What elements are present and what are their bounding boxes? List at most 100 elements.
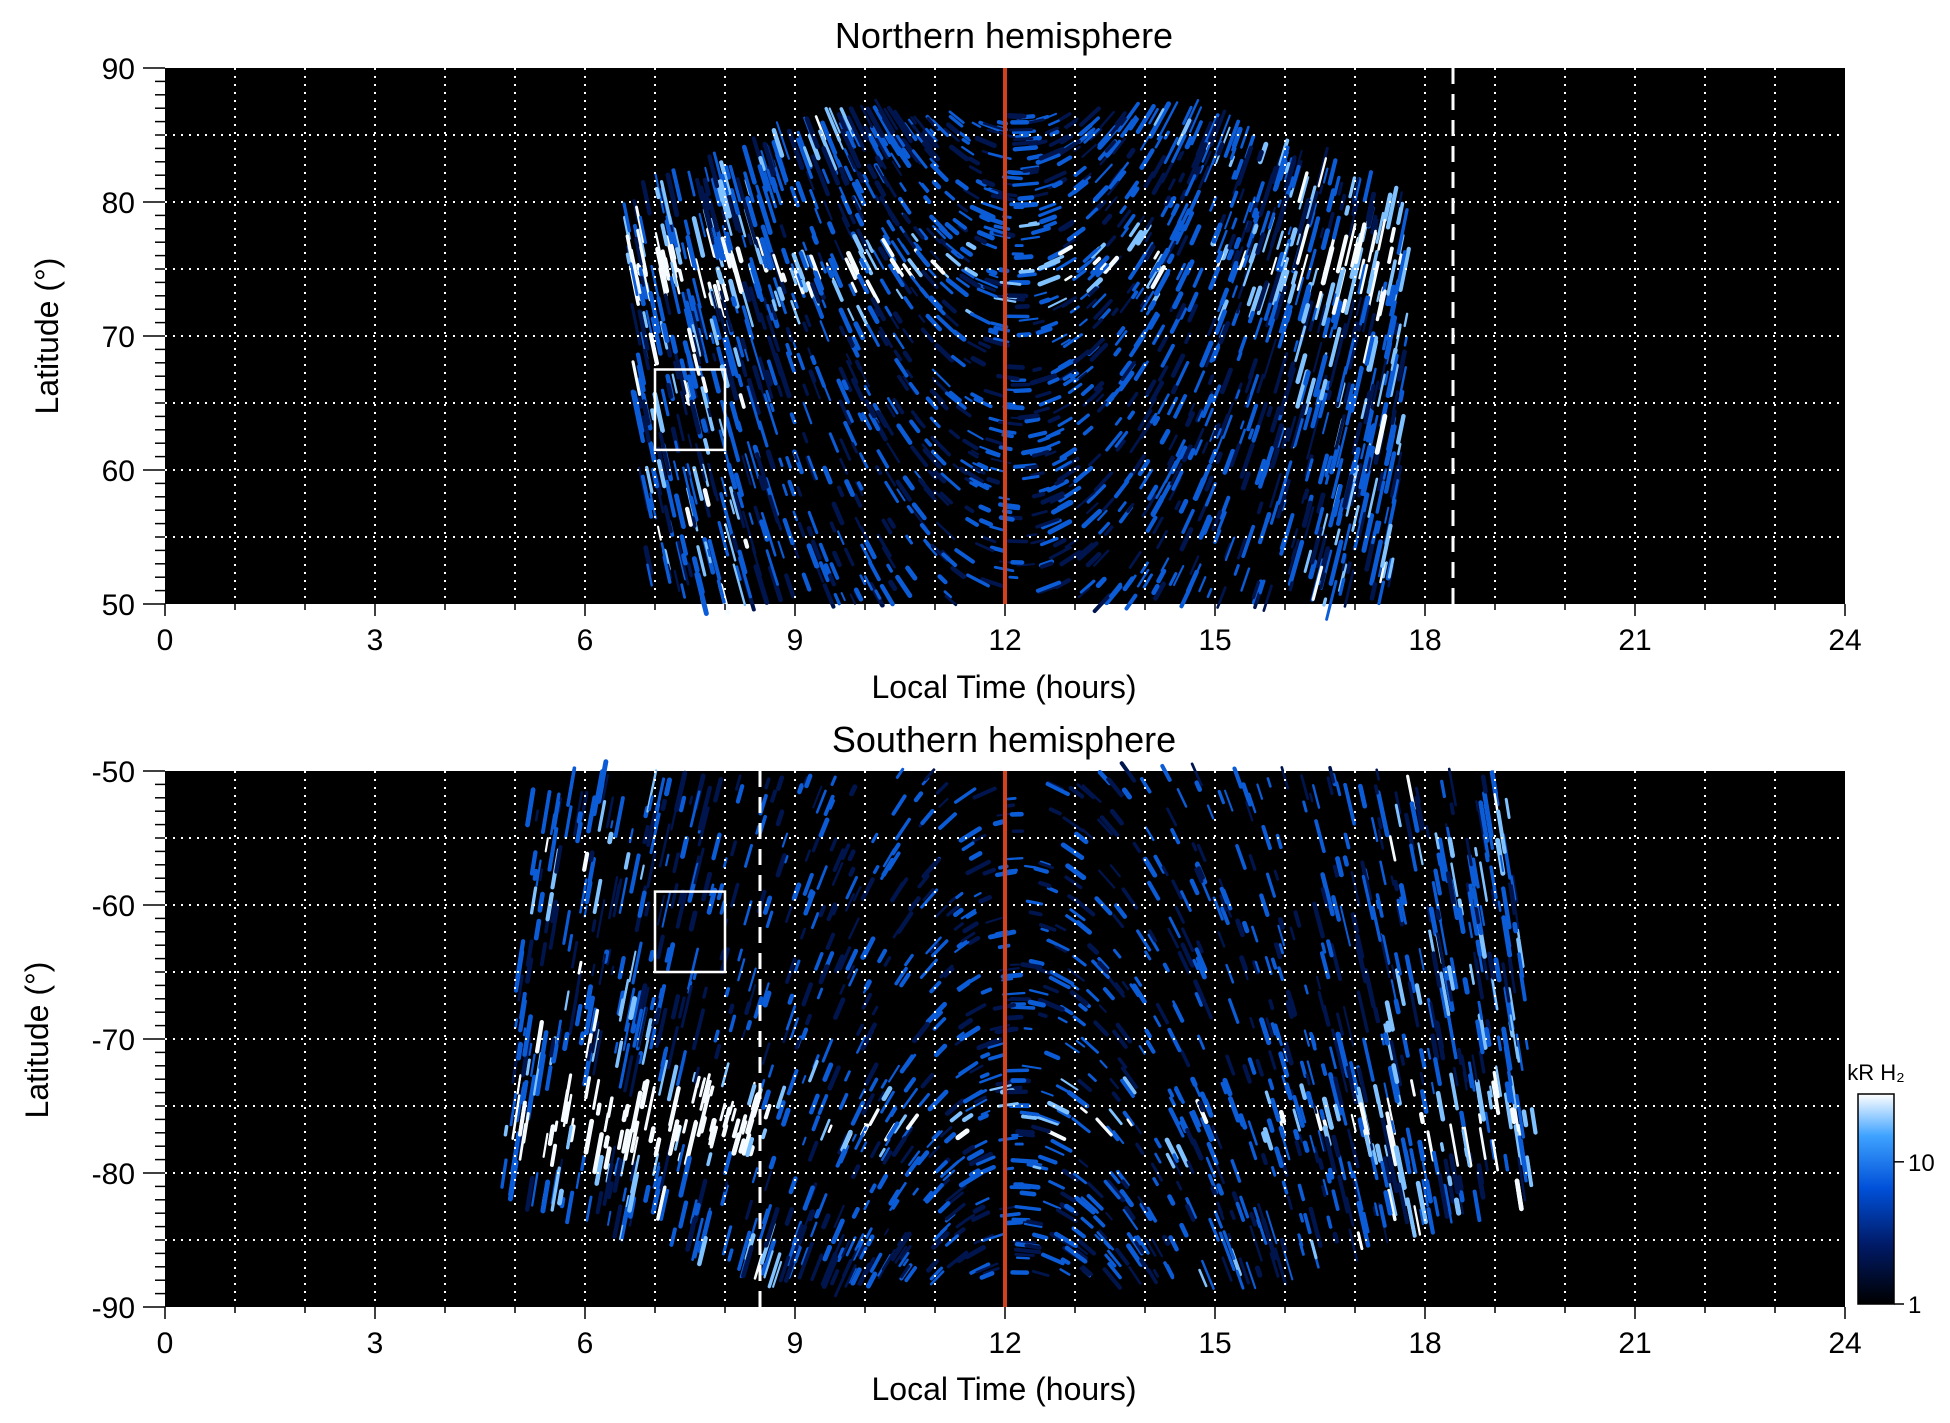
south-aurora-streak <box>945 1234 959 1247</box>
south-aurora-streak <box>1081 784 1102 803</box>
south-aurora-streak <box>1298 1212 1305 1223</box>
south-aurora-streak <box>603 1135 610 1149</box>
north-aurora-streak <box>1215 427 1222 439</box>
south-aurora-streak <box>1295 1106 1305 1128</box>
south-aurora-streak <box>1456 1047 1464 1065</box>
south-aurora-streak <box>1109 1078 1120 1090</box>
south-aurora-streak <box>960 908 977 920</box>
north-aurora-streak <box>1265 316 1271 328</box>
south-aurora-streak <box>1360 860 1373 901</box>
north-aurora-streak <box>1387 246 1394 264</box>
north-aurora-streak <box>741 510 757 555</box>
north-aurora-streak <box>768 494 783 531</box>
south-aurora-streak <box>1113 948 1122 959</box>
south-aurora-streak <box>822 1244 833 1262</box>
north-x-tick-label: 3 <box>367 624 384 657</box>
north-aurora-streak <box>929 250 940 261</box>
north-aurora-streak <box>1160 343 1175 368</box>
south-aurora-streak <box>667 1119 680 1156</box>
north-aurora-streak <box>663 504 673 534</box>
south-aurora-streak <box>1364 1134 1373 1158</box>
south-aurora-streak <box>1458 1190 1465 1203</box>
north-aurora-streak <box>884 133 892 145</box>
north-aurora-streak <box>1384 506 1390 524</box>
south-aurora-streak <box>580 1155 586 1172</box>
south-aurora-streak <box>1399 896 1407 925</box>
north-aurora-streak <box>887 517 896 529</box>
south-aurora-streak <box>1172 1153 1179 1163</box>
south-aurora-streak <box>960 931 976 943</box>
north-aurora-streak <box>807 347 812 357</box>
south-aurora-streak <box>877 948 888 964</box>
south-aurora-streak <box>871 832 879 844</box>
south-aurora-streak <box>648 1126 656 1144</box>
south-aurora-streak <box>1317 1157 1325 1171</box>
south-aurora-streak <box>1247 1057 1257 1075</box>
south-aurora-streak <box>1304 984 1309 995</box>
south-aurora-streak <box>606 1181 614 1200</box>
north-aurora-streak <box>1199 463 1212 487</box>
south-aurora-streak <box>1105 1212 1113 1221</box>
north-aurora-streak <box>974 135 997 149</box>
south-aurora-streak <box>894 1182 907 1200</box>
south-aurora-streak <box>1305 1073 1311 1086</box>
north-aurora-streak <box>634 236 645 266</box>
north-aurora-streak <box>1040 561 1054 569</box>
south-aurora-streak <box>886 1121 900 1140</box>
south-aurora-streak <box>1108 1108 1123 1126</box>
north-aurora-streak <box>1223 119 1241 158</box>
north-aurora-streak <box>738 214 747 238</box>
south-aurora-streak <box>1313 1103 1318 1114</box>
south-grid <box>165 771 1845 1307</box>
north-aurora-streak <box>1207 117 1220 143</box>
south-aurora-streak <box>1320 887 1329 909</box>
south-aurora-streak <box>904 953 914 967</box>
south-aurora-streak <box>525 1175 535 1212</box>
south-aurora-streak <box>776 775 785 791</box>
north-aurora-streak <box>1092 256 1102 266</box>
north-aurora-streak <box>844 547 855 567</box>
south-aurora-streak <box>975 1155 996 1166</box>
north-aurora-streak <box>1128 222 1141 238</box>
north-aurora-streak <box>1361 296 1371 324</box>
north-aurora-streak <box>716 579 726 604</box>
north-aurora-streak <box>1156 530 1168 550</box>
north-aurora-streak <box>748 286 762 323</box>
north-aurora-streak <box>638 215 648 244</box>
south-aurora-streak <box>761 1089 771 1110</box>
south-aurora-streak <box>1328 1072 1343 1116</box>
north-aurora-streak <box>710 217 715 228</box>
south-aurora-streak <box>887 851 901 871</box>
south-aurora-streak <box>618 877 628 914</box>
south-aurora-streak <box>516 1074 522 1095</box>
south-aurora-streak <box>617 1129 624 1150</box>
north-aurora-streak <box>867 305 880 325</box>
south-aurora-streak <box>592 1132 604 1175</box>
south-aurora-streak <box>987 1042 1004 1049</box>
south-aurora-streak <box>833 997 846 1020</box>
south-aurora-streak <box>846 965 855 980</box>
south-aurora-streak <box>702 986 708 999</box>
north-aurora-streak <box>758 420 769 448</box>
south-aurora-streak <box>1071 1117 1091 1134</box>
south-aurora-streak <box>533 918 542 941</box>
north-aurora-streak <box>1182 211 1195 232</box>
south-aurora-streak <box>1468 921 1474 939</box>
north-aurora-streak <box>853 587 864 602</box>
north-aurora-streak <box>1374 413 1388 455</box>
south-aurora-streak <box>931 1130 941 1140</box>
south-aurora-streak <box>1293 910 1302 928</box>
north-aurora-streak <box>938 225 953 240</box>
south-aurora-streak <box>1401 1033 1410 1058</box>
north-aurora-streak <box>1175 361 1190 386</box>
south-aurora-streak <box>851 1207 860 1219</box>
north-aurora-streak <box>1320 282 1336 326</box>
north-aurora-streak <box>1301 500 1313 528</box>
south-aurora-streak <box>1069 908 1086 922</box>
north-aurora-streak <box>1251 580 1261 600</box>
north-aurora-streak <box>1218 495 1231 520</box>
south-aurora-streak <box>1194 867 1204 884</box>
south-aurora-streak <box>830 1269 840 1286</box>
south-aurora-streak <box>1248 1141 1258 1161</box>
north-aurora-streak <box>1251 424 1261 443</box>
